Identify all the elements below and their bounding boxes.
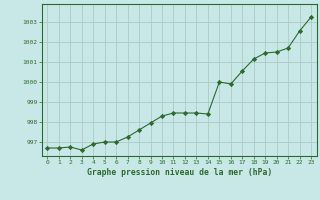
X-axis label: Graphe pression niveau de la mer (hPa): Graphe pression niveau de la mer (hPa) (87, 168, 272, 177)
